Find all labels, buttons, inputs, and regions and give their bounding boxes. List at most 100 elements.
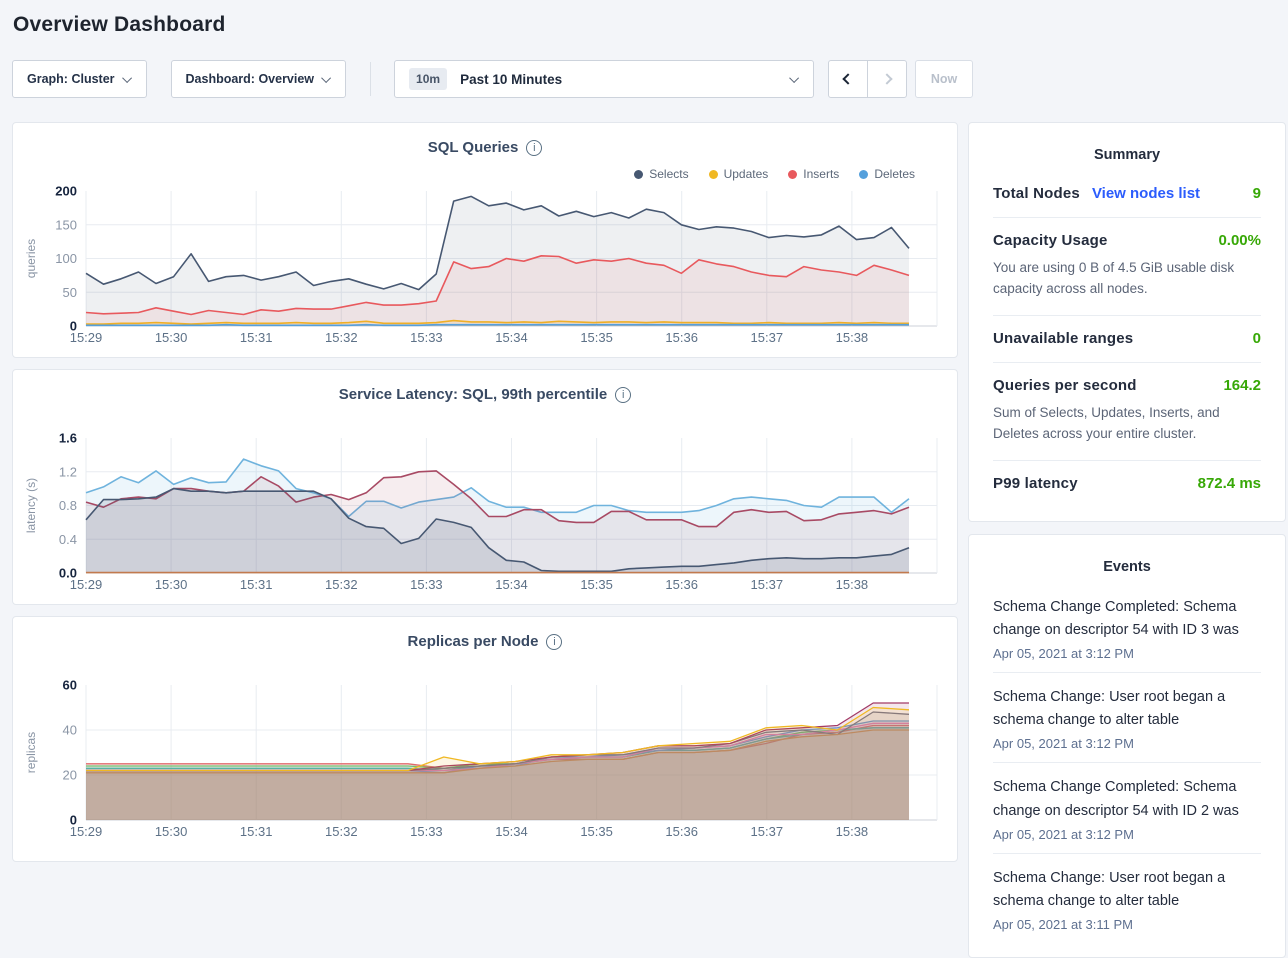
chart-legend: Selects Updates Inserts Deletes: [634, 167, 915, 181]
chevron-left-icon: [842, 73, 854, 85]
svg-text:1.2: 1.2: [59, 464, 77, 479]
svg-text:15:31: 15:31: [240, 577, 273, 592]
graph-dropdown[interactable]: Graph: Cluster: [12, 60, 147, 98]
summary-panel: Summary Total Nodes View nodes list 9 Ca…: [968, 122, 1286, 522]
event-message[interactable]: Schema Change Completed: Schema change o…: [993, 779, 1239, 819]
legend-label: Deletes: [874, 167, 915, 181]
svg-text:0.0: 0.0: [59, 566, 77, 581]
event-message[interactable]: Schema Change: User root began a schema …: [993, 689, 1226, 729]
svg-text:15:37: 15:37: [751, 577, 784, 592]
svg-text:15:31: 15:31: [240, 330, 273, 345]
info-icon[interactable]: i: [546, 633, 563, 650]
chart-canvas[interactable]: 0 50 100 150 200 15:29 15:30 15:31 15:32 15:33 15:…: [13, 123, 958, 358]
svg-text:15:36: 15:36: [665, 577, 698, 592]
metric-row-capacity-usage: Capacity Usage 0.00% You are using 0 B o…: [993, 218, 1261, 316]
chevron-down-icon: [121, 72, 132, 83]
info-icon[interactable]: i: [615, 386, 632, 403]
legend-item-inserts[interactable]: Inserts: [788, 167, 839, 181]
legend-dot: [708, 169, 718, 179]
svg-text:15:38: 15:38: [836, 577, 869, 592]
svg-text:15:37: 15:37: [751, 824, 784, 839]
svg-text:15:34: 15:34: [495, 330, 528, 345]
chevron-down-icon: [789, 72, 800, 83]
legend-item-selects[interactable]: Selects: [634, 167, 689, 181]
svg-text:15:32: 15:32: [325, 330, 358, 345]
now-button[interactable]: Now: [915, 60, 974, 98]
svg-text:15:34: 15:34: [495, 824, 528, 839]
event-timestamp: Apr 05, 2021 at 3:11 PM: [993, 917, 1133, 933]
chart-title: Service Latency: SQL, 99th percentile: [338, 386, 608, 403]
svg-text:15:29: 15:29: [70, 330, 103, 345]
charts-column: SQL Queries i Selects Updates Inserts Delet…: [12, 122, 958, 862]
svg-text:15:29: 15:29: [70, 577, 103, 592]
sidebar: Summary Total Nodes View nodes list 9 Ca…: [968, 122, 1286, 958]
metric-label: Unavailable ranges: [993, 329, 1134, 347]
dashboard-dropdown[interactable]: Dashboard: Overview: [170, 60, 347, 98]
svg-text:0.8: 0.8: [59, 498, 77, 513]
legend-label: Updates: [723, 167, 769, 181]
time-back-button[interactable]: [828, 60, 869, 98]
legend-dot: [859, 169, 869, 179]
event-timestamp: Apr 05, 2021 at 3:12 PM: [993, 826, 1134, 842]
svg-text:15:29: 15:29: [70, 824, 103, 839]
chart-title: Replicas per Node: [407, 633, 539, 650]
svg-text:15:32: 15:32: [325, 824, 358, 839]
svg-text:100: 100: [55, 251, 77, 266]
event-timestamp: Apr 05, 2021 at 3:12 PM: [993, 646, 1134, 662]
event-message[interactable]: Schema Change: User root began a schema …: [993, 869, 1226, 909]
metric-row-total-nodes: Total Nodes View nodes list 9: [993, 171, 1261, 218]
svg-text:15:30: 15:30: [155, 330, 188, 345]
chart-title: SQL Queries: [427, 139, 519, 156]
service-latency-chart-panel: Service Latency: SQL, 99th percentile i …: [12, 369, 958, 605]
metric-value: 164.2: [1223, 376, 1261, 394]
info-icon[interactable]: i: [526, 139, 543, 156]
metric-value: 9: [1252, 185, 1261, 202]
svg-text:15:38: 15:38: [836, 824, 869, 839]
svg-text:latency (s): latency (s): [24, 478, 38, 533]
svg-text:15:30: 15:30: [155, 577, 188, 592]
sql-queries-chart[interactable]: 0 50 100 150 200 15:29 15:30 15:31 15:32 15:33 15:…: [13, 123, 957, 357]
time-range-selector[interactable]: 10m Past 10 Minutes: [394, 60, 815, 98]
svg-text:0.4: 0.4: [59, 532, 77, 547]
svg-text:0: 0: [70, 319, 77, 334]
event-item: Schema Change: User root began a schema …: [993, 854, 1261, 943]
main-layout: SQL Queries i Selects Updates Inserts Delet…: [12, 122, 1288, 958]
svg-text:15:35: 15:35: [580, 577, 613, 592]
metric-label: Capacity Usage: [993, 232, 1108, 249]
time-range-label: Past 10 Minutes: [460, 71, 563, 87]
chart-canvas[interactable]: 0 20 40 60 15:29 15:30 15:31 15:32 15:33 15:34 15:…: [13, 617, 958, 853]
svg-text:replicas: replicas: [24, 732, 38, 773]
metric-label: P99 latency: [993, 474, 1078, 492]
legend-dot: [788, 169, 798, 179]
svg-text:60: 60: [63, 678, 77, 693]
summary-title: Summary: [1093, 147, 1161, 163]
service-latency-chart[interactable]: 0.0 0.4 0.8 1.2 1.6 15:29 15:30 15:31 15:32 15:33…: [13, 370, 957, 604]
svg-text:15:30: 15:30: [155, 824, 188, 839]
svg-text:15:35: 15:35: [580, 330, 613, 345]
legend-item-deletes[interactable]: Deletes: [859, 167, 915, 181]
svg-text:1.6: 1.6: [59, 431, 77, 446]
metric-description: Sum of Selects, Updates, Inserts, and De…: [993, 404, 1220, 441]
event-message[interactable]: Schema Change Completed: Schema change o…: [993, 598, 1239, 638]
replicas-per-node-chart-panel: Replicas per Node i 0 20 40 60 15:29 15:30 15:…: [12, 616, 958, 862]
view-nodes-list-link[interactable]: View nodes list: [1091, 185, 1201, 202]
chart-canvas[interactable]: 0.0 0.4 0.8 1.2 1.6 15:29 15:30 15:31 15:32 15:33…: [13, 370, 958, 605]
metric-label: Total Nodes: [993, 185, 1080, 202]
svg-text:queries: queries: [24, 239, 38, 278]
metric-label: Queries per second: [993, 376, 1137, 394]
svg-text:20: 20: [63, 768, 77, 783]
metric-value: 0: [1252, 329, 1261, 347]
time-forward-button[interactable]: [867, 60, 908, 98]
svg-text:15:36: 15:36: [665, 330, 698, 345]
time-nav-group: [828, 60, 908, 98]
svg-text:15:33: 15:33: [410, 330, 443, 345]
sql-queries-chart-panel: SQL Queries i Selects Updates Inserts Delet…: [12, 122, 958, 358]
legend-item-updates[interactable]: Updates: [708, 167, 769, 181]
page-title: Overview Dashboard: [13, 13, 226, 36]
events-title: Events: [1103, 558, 1151, 575]
toolbar-divider: [370, 62, 372, 96]
replicas-per-node-chart[interactable]: 0 20 40 60 15:29 15:30 15:31 15:32 15:33 15:34 15:…: [13, 617, 957, 861]
metric-value: 872.4 ms: [1197, 474, 1261, 492]
graph-dropdown-label: Graph: Cluster: [27, 72, 115, 86]
legend-label: Inserts: [803, 167, 840, 181]
